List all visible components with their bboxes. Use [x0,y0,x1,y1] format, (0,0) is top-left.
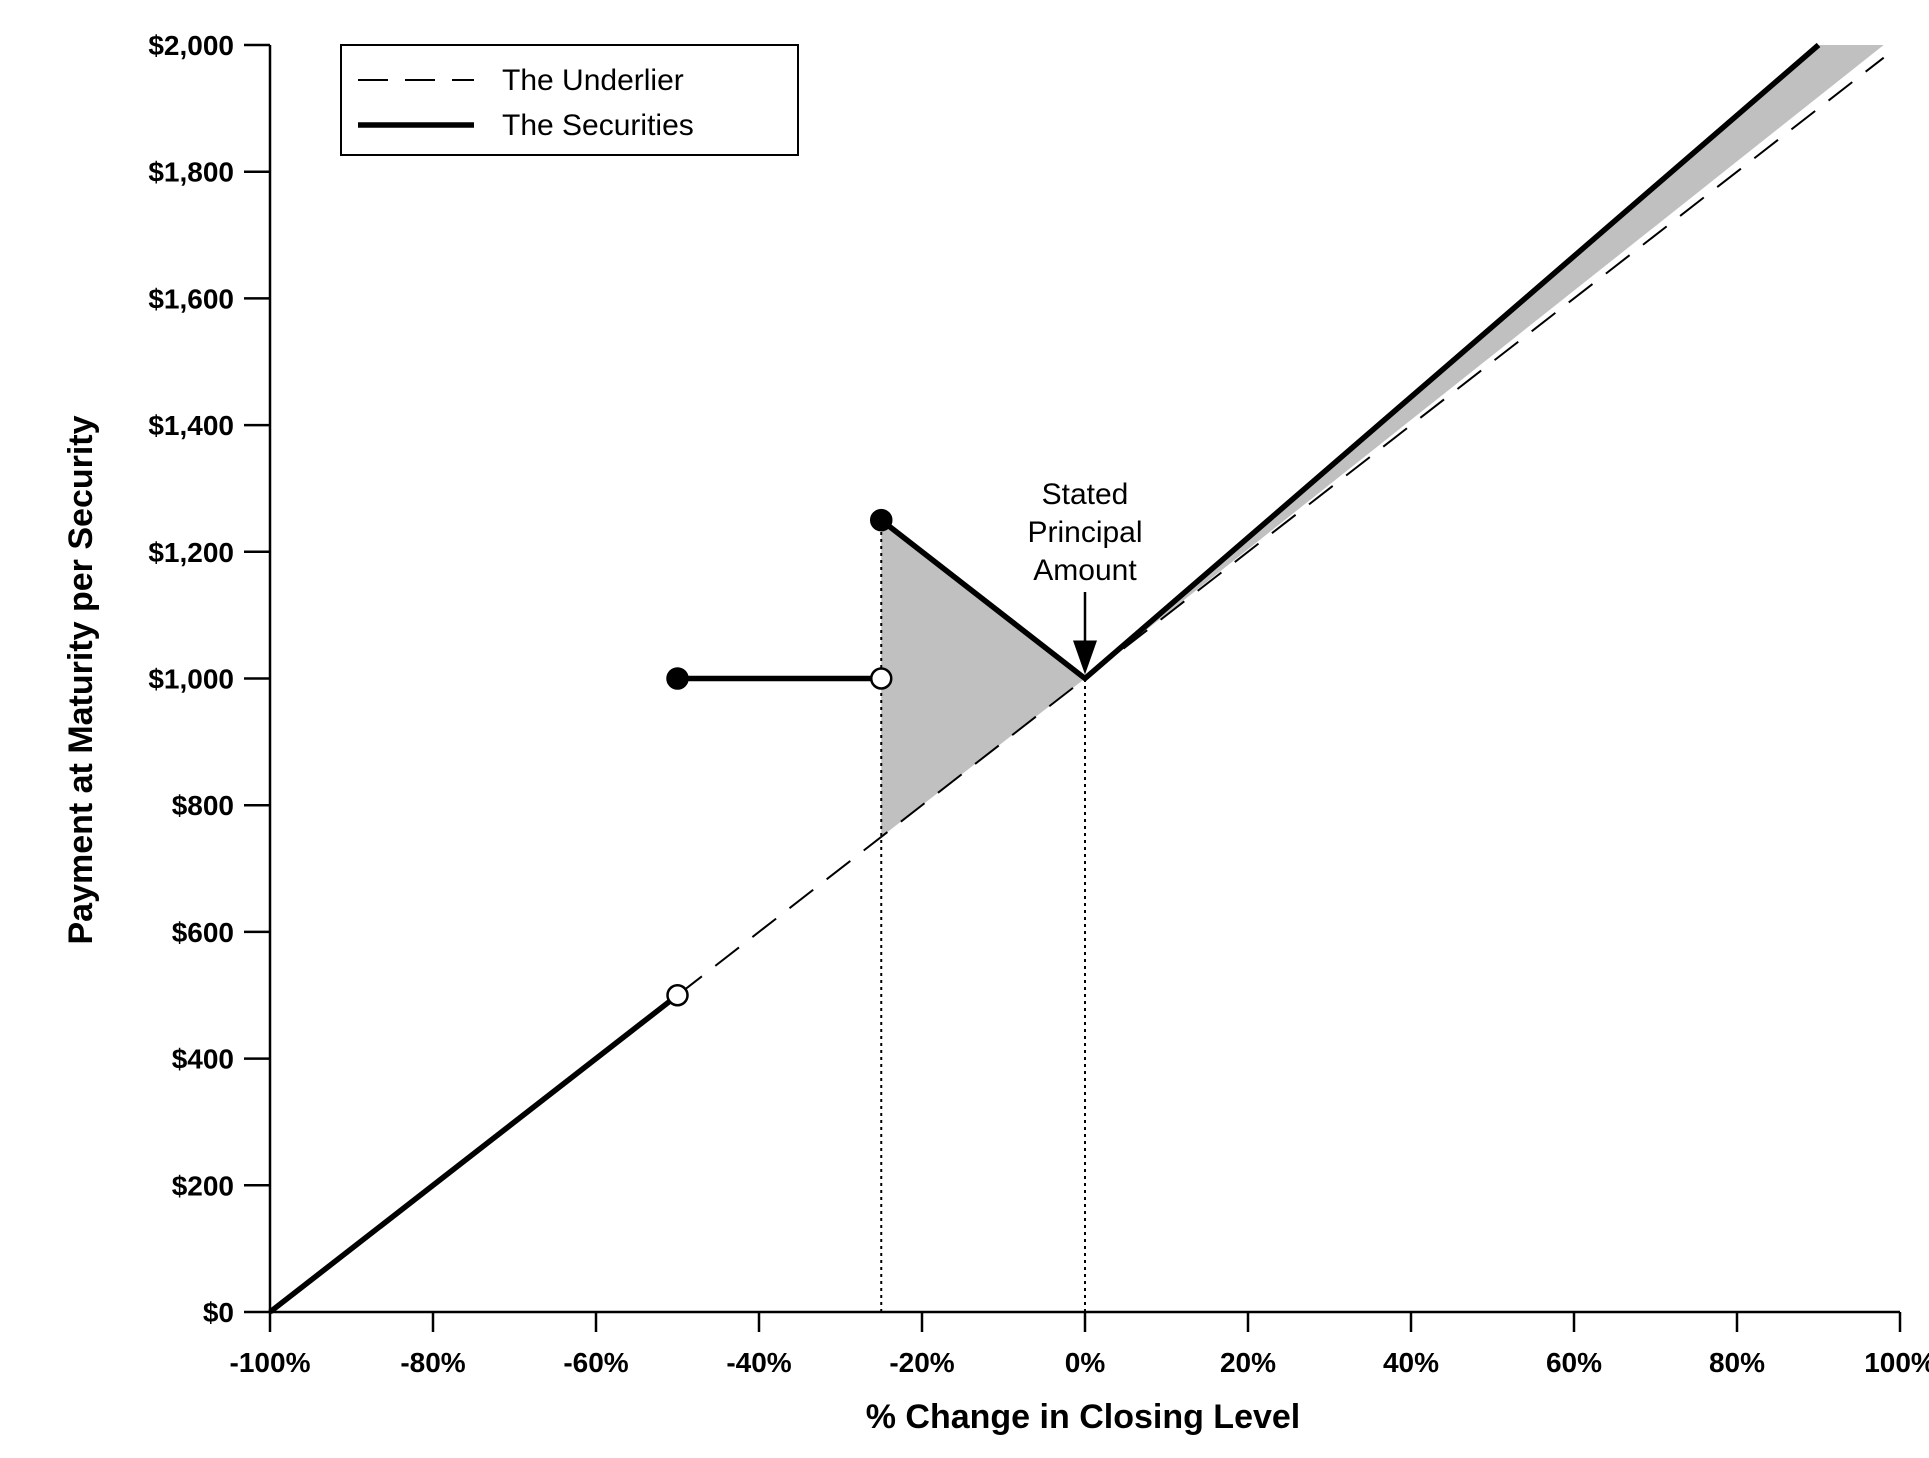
legend-label-0: The Underlier [502,64,684,97]
x-tick-label: 60% [1546,1347,1602,1378]
markers [666,508,893,1007]
x-tick-label: 40% [1383,1347,1439,1378]
shaded-region-0 [881,520,1085,837]
y-tick-label: $2,000 [148,30,234,61]
y-axis-title: Payment at Maturity per Security [62,415,100,944]
y-tick-label: $1,000 [148,664,234,695]
y-tick-label: $1,400 [148,410,234,441]
legend-label-1: The Securities [502,109,694,142]
annotation-arrow-head [1073,640,1097,675]
annotation: Stated Principal Amount [1027,478,1143,675]
y-tick-label: $200 [172,1170,234,1201]
x-tick-label: 100% [1864,1347,1929,1378]
y-tick-label: $0 [203,1297,234,1328]
x-axis-title: % Change in Closing Level [866,1398,1301,1436]
marker-filled-1 [666,667,689,690]
y-tick-label: $400 [172,1044,234,1075]
reference-lines [880,520,1086,1312]
shaded-region-1 [1085,45,1884,679]
marker-open-0 [666,984,689,1007]
x-tick-label: -20% [889,1347,954,1378]
x-tick-label: -80% [400,1347,465,1378]
y-tick-label: $800 [172,790,234,821]
y-tick-label: $600 [172,917,234,948]
series-1-segment-0 [268,993,680,1315]
annotation-line-0: Stated [1042,478,1129,511]
series-1-segment-2 [879,42,1821,683]
marker-open-2 [870,667,893,690]
shading-layer [881,45,1884,837]
legend: The Underlier The Securities [340,44,799,156]
annotation-line-1: Principal [1027,516,1142,549]
legend-box [340,44,799,156]
annotation-line-2: Amount [1033,554,1137,587]
x-tick-label: -60% [563,1347,628,1378]
x-tick-label: -40% [726,1347,791,1378]
y-tick-label: $1,200 [148,537,234,568]
x-tick-label: 80% [1709,1347,1765,1378]
x-tick-label: -100% [230,1347,311,1378]
series-lines [268,42,1885,1315]
x-tick-label: 0% [1065,1347,1106,1378]
marker-filled-3 [870,508,893,532]
y-tick-label: $1,600 [148,283,234,314]
x-tick-label: 20% [1220,1347,1276,1378]
y-tick-label: $1,800 [148,157,234,188]
axes: $0 $200 $400 $600 $800 $1,000 $1,200 $1,400 $1,6… [148,30,1929,1378]
